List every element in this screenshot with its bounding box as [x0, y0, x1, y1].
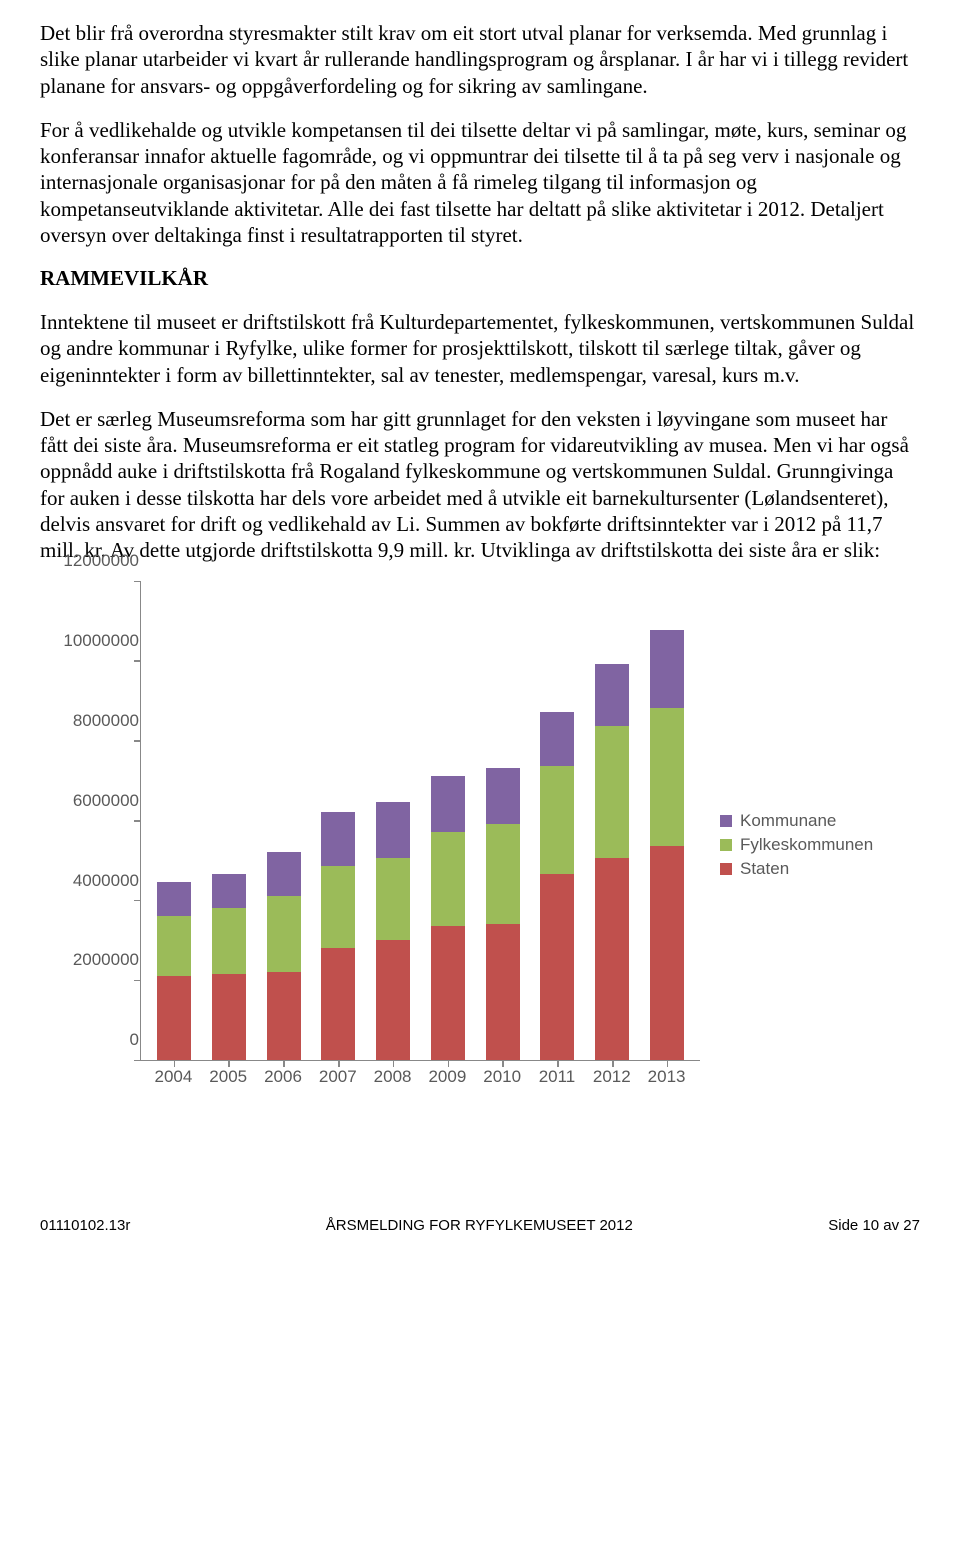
- bar-segment: [267, 896, 301, 972]
- y-tick-label: 4000000: [49, 871, 139, 891]
- y-tick-label: 6000000: [49, 791, 139, 811]
- chart-legend: Kommunane Fylkeskommunen Staten: [720, 811, 873, 883]
- bar-segment: [595, 664, 629, 726]
- x-tick-label: 2010: [475, 1067, 530, 1087]
- bar: [376, 802, 410, 1060]
- bar-segment: [321, 866, 355, 948]
- y-tick-label: 12000000: [49, 551, 139, 571]
- x-tick-label: 2012: [584, 1067, 639, 1087]
- bar-segment: [157, 882, 191, 916]
- bar-segment: [431, 832, 465, 926]
- bar-segment: [267, 972, 301, 1060]
- y-tick-label: 2000000: [49, 950, 139, 970]
- bar-segment: [212, 908, 246, 974]
- legend-label: Fylkeskommunen: [740, 835, 873, 855]
- bar-segment: [321, 948, 355, 1060]
- bar-segment: [540, 712, 574, 766]
- legend-item: Kommunane: [720, 811, 873, 831]
- legend-label: Kommunane: [740, 811, 836, 831]
- bar-segment: [212, 874, 246, 908]
- bar-segment: [486, 824, 520, 924]
- body-paragraph: Det blir frå overordna styresmakter stil…: [40, 20, 920, 99]
- legend-label: Staten: [740, 859, 789, 879]
- stacked-bar-chart: 0200000040000006000000800000010000000120…: [40, 581, 920, 1087]
- chart-plot-area: 0200000040000006000000800000010000000120…: [140, 581, 700, 1061]
- bar-segment: [431, 926, 465, 1060]
- bar-segment: [650, 708, 684, 846]
- bar-segment: [376, 858, 410, 940]
- bar-segment: [540, 766, 574, 874]
- bar-segment: [212, 974, 246, 1060]
- y-tick-label: 8000000: [49, 711, 139, 731]
- bar-segment: [267, 852, 301, 896]
- x-tick-label: 2007: [310, 1067, 365, 1087]
- bar-segment: [376, 802, 410, 858]
- body-paragraph: Inntektene til museet er driftstilskott …: [40, 309, 920, 388]
- bar: [540, 712, 574, 1060]
- bar-segment: [321, 812, 355, 866]
- bar: [486, 768, 520, 1060]
- x-tick-label: 2011: [530, 1067, 585, 1087]
- bar: [267, 852, 301, 1060]
- bar: [650, 630, 684, 1060]
- legend-swatch: [720, 815, 732, 827]
- x-tick-label: 2004: [146, 1067, 201, 1087]
- x-tick-label: 2008: [365, 1067, 420, 1087]
- bar-segment: [431, 776, 465, 832]
- y-tick-label: 0: [49, 1030, 139, 1050]
- x-tick-label: 2006: [256, 1067, 311, 1087]
- bar: [157, 882, 191, 1060]
- legend-item: Staten: [720, 859, 873, 879]
- bar-segment: [595, 726, 629, 858]
- bar-segment: [650, 846, 684, 1060]
- legend-item: Fylkeskommunen: [720, 835, 873, 855]
- bar: [595, 664, 629, 1060]
- bar: [431, 776, 465, 1060]
- y-tick-label: 10000000: [49, 631, 139, 651]
- bar: [321, 812, 355, 1060]
- footer-right: Side 10 av 27: [828, 1217, 920, 1234]
- legend-swatch: [720, 863, 732, 875]
- bar-segment: [650, 630, 684, 708]
- bar-segment: [157, 916, 191, 976]
- body-paragraph: For å vedlikehalde og utvikle kompetanse…: [40, 117, 920, 248]
- bar-segment: [486, 768, 520, 824]
- legend-swatch: [720, 839, 732, 851]
- footer-left: 01110102.13r: [40, 1217, 130, 1234]
- page-footer: 01110102.13r ÅRSMELDING FOR RYFYLKEMUSEE…: [40, 1217, 920, 1254]
- bar-segment: [595, 858, 629, 1060]
- bar: [212, 874, 246, 1060]
- chart-bars: [141, 581, 700, 1060]
- chart-x-axis: 2004200520062007200820092010201120122013: [140, 1061, 700, 1087]
- chart-y-axis: 0200000040000006000000800000010000000120…: [49, 581, 139, 1060]
- x-tick-label: 2009: [420, 1067, 475, 1087]
- x-tick-label: 2013: [639, 1067, 694, 1087]
- bar-segment: [540, 874, 574, 1060]
- bar-segment: [157, 976, 191, 1060]
- bar-segment: [486, 924, 520, 1060]
- section-heading: RAMMEVILKÅR: [40, 266, 920, 291]
- body-paragraph: Det er særleg Museumsreforma som har git…: [40, 406, 920, 564]
- footer-center: ÅRSMELDING FOR RYFYLKEMUSEET 2012: [326, 1217, 633, 1234]
- bar-segment: [376, 940, 410, 1060]
- x-tick-label: 2005: [201, 1067, 256, 1087]
